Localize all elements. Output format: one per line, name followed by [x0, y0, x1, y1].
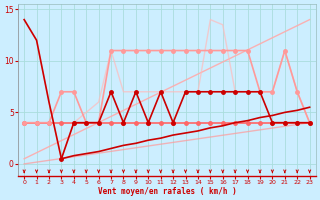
X-axis label: Vent moyen/en rafales ( km/h ): Vent moyen/en rafales ( km/h ) [98, 187, 236, 196]
